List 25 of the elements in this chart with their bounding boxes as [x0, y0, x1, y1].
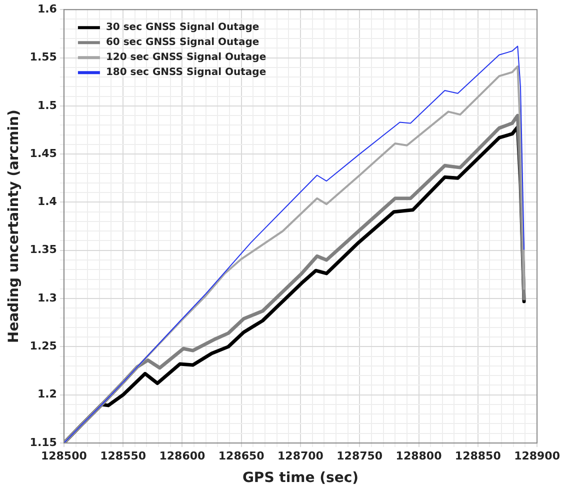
x-tick-label: 128500: [40, 449, 88, 462]
y-tick-label: 1.5: [37, 98, 57, 112]
x-tick-label: 128700: [278, 449, 324, 462]
y-tick-label: 1.6: [37, 2, 58, 16]
y-tick-label: 1.55: [30, 50, 57, 64]
x-tick-label: 128800: [396, 449, 442, 462]
x-axis-title: GPS time (sec): [242, 470, 359, 486]
x-tick-label: 128550: [100, 449, 146, 462]
legend-label: 180 sec GNSS Signal Outage: [106, 67, 266, 78]
legend-label: 30 sec GNSS Signal Outage: [106, 22, 260, 34]
x-tick-label: 128750: [336, 449, 383, 462]
x-tick-label: 128600: [159, 449, 206, 462]
legend-label: 120 sec GNSS Signal Outage: [106, 52, 266, 64]
y-tick-label: 1.45: [30, 146, 57, 160]
y-tick-label: 1.15: [30, 436, 57, 449]
y-tick-label: 1.3: [37, 291, 57, 304]
x-tick-label: 128900: [514, 449, 560, 462]
x-tick-label: 128650: [218, 449, 265, 462]
y-tick-label: 1.35: [30, 243, 57, 256]
legend-label: 60 sec GNSS Signal Outage: [106, 37, 260, 48]
y-axis-title: Heading uncertainty (arcmin): [6, 110, 22, 343]
y-tick-label: 1.25: [30, 340, 57, 353]
x-tick-label: 128850: [454, 449, 502, 462]
y-tick-label: 1.4: [37, 195, 58, 208]
y-tick-label: 1.2: [37, 388, 57, 401]
